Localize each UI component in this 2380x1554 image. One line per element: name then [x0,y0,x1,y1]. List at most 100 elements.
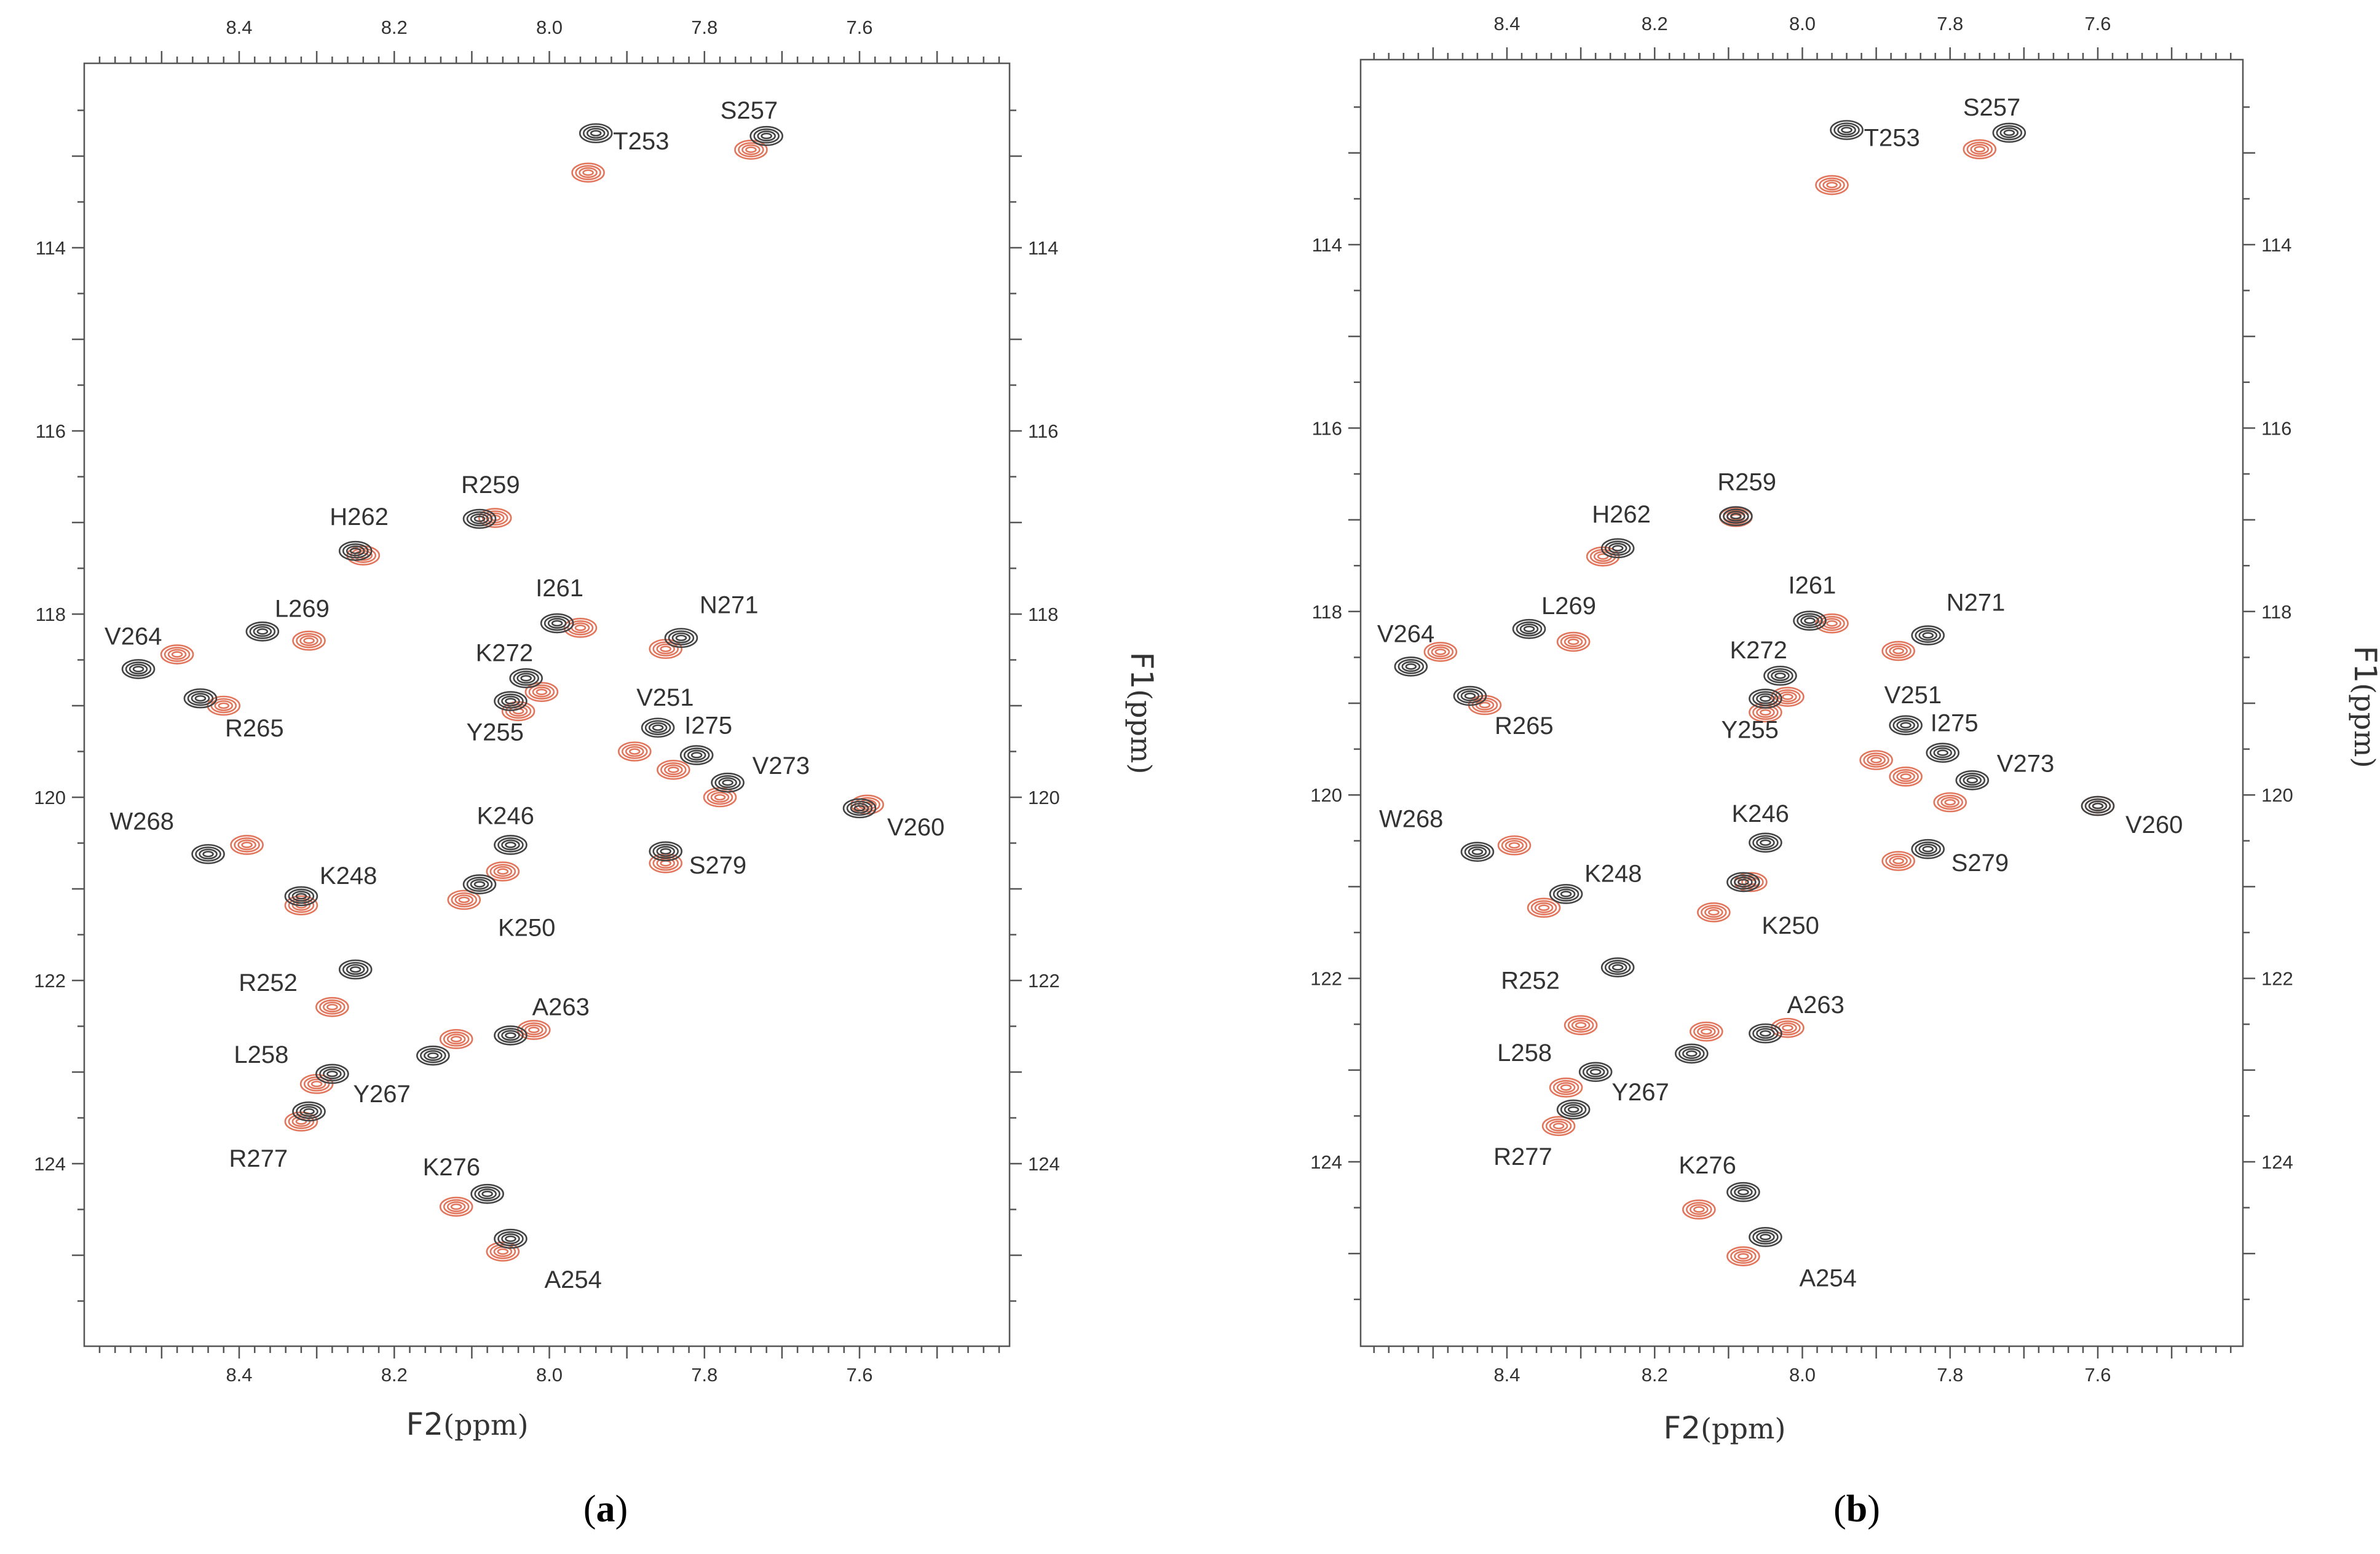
peak-label-K272: K272 [1730,637,1787,664]
peak-label-S279: S279 [1951,850,2009,877]
peak-reference-V260 [2081,795,2115,816]
peak-label-S279: S279 [689,852,746,879]
peak-reference-R265 [1453,685,1487,706]
peak-complex-I275 [1889,767,1923,787]
panel-caption: (b) [1833,1488,1880,1530]
x-axis-title-label: F2 [1664,1410,1701,1446]
peak-reference-V251 [1889,715,1923,736]
peak-label-K246: K246 [1731,800,1789,827]
peak-label-N271: N271 [1947,590,2006,617]
panel-caption-close: ) [615,1488,628,1530]
peak-label-V260: V260 [2125,811,2183,838]
peak-reference-A263 [1749,1023,1782,1044]
x-tick-label-top: 7.6 [2084,13,2111,34]
x-tick-label-bottom: 8.0 [1789,1364,1816,1386]
plot-frame [83,62,1011,1347]
peak-reference-A254 [1749,1227,1782,1247]
peak-complex-L269 [1556,631,1591,652]
peak-reference-R277 [292,1101,326,1122]
peak-complex-L269 [292,630,326,651]
y-tick-label-right: 114 [2261,234,2291,256]
peak-label-H262: H262 [330,503,389,530]
y-tick-label-left: 118 [1312,601,1342,623]
peak-reference-L258 [1578,1062,1613,1083]
peak-label-K250: K250 [1761,912,1819,939]
peak-reference-T253 [579,123,613,144]
peak-label-N271: N271 [700,592,759,619]
peak-label-R252: R252 [239,969,298,996]
peak-reference-S279 [649,841,682,862]
y-axis-title-label: F1 [1124,652,1160,690]
peak-reference-I275 [679,745,714,765]
y-tick-label-right: 122 [2261,968,2293,990]
peak-label-V273: V273 [753,752,810,779]
x-axis-title-unit: (ppm) [443,1408,528,1442]
y-tick-label-right: 124 [2261,1151,2293,1173]
peak-complex-W268 [230,835,264,855]
peak-complex-W268 [1497,835,1532,856]
peak-complex-N271 [1881,641,1915,661]
peak-reference-H262 [1600,538,1635,559]
peak-label-L258: L258 [234,1041,288,1068]
peak-label-T253: T253 [613,128,669,155]
y-axis-title: F1(ppm) [2347,646,2380,768]
peak-label-V251: V251 [1884,682,1942,709]
peak-complex-K272 [524,682,559,702]
peak-reference-V273 [1955,770,1990,791]
x-tick-label-top: 8.2 [1642,13,1668,34]
peak-reference-K272 [509,668,543,688]
x-tick-label-bottom: 7.8 [1937,1364,1963,1386]
peak-reference-R252 [1600,957,1635,977]
panel-caption-open: ( [583,1488,596,1530]
x-tick-label-top: 7.8 [691,17,718,38]
peak-complex-S279 [1881,851,1915,871]
x-tick-label-top: 8.4 [1493,13,1520,34]
peak-label-S257: S257 [1963,94,2020,121]
y-tick-label-left: 120 [34,787,66,808]
peak-reference-R259 [462,508,497,529]
y-tick-label-right: 118 [2261,601,2291,623]
peak-complex-R277 [1541,1116,1576,1137]
y-tick-label-right: 116 [2261,417,2291,439]
peak-label-V251: V251 [636,684,694,711]
peak-label-K248: K248 [320,862,377,889]
peak-complex-V251 [1859,750,1893,770]
peak-reference-V251 [641,717,675,738]
peak-complex-A263 [1771,1017,1805,1038]
peak-reference-Y255 [494,691,528,711]
peak-label-Y255: Y255 [466,719,523,746]
peak-complex-R252 [1564,1015,1598,1035]
peak-reference-N271 [1911,625,1945,645]
peak-reference-I275 [1926,743,1960,763]
peak-complex-Y267 [1690,1021,1723,1042]
peak-reference-Y267 [1675,1043,1709,1064]
x-axis: 8.4 8.4 8.2 8.2 8.0 8.0 7.8 7.8 7.6 7.6 [1373,13,2232,1386]
y-axis: 114 114 116 116 118 118 120 120 122 122 124 124 [34,109,1060,1302]
peak-complex-A254 [1726,1246,1760,1266]
peak-reference-L258 [315,1063,349,1084]
y-tick-label-left: 114 [36,237,66,259]
y-tick-label-left: 122 [1310,968,1342,990]
y-axis-title-unit: (ppm) [2348,683,2380,768]
peak-reference-V264 [121,659,156,679]
peak-reference-I261 [1793,610,1827,631]
x-tick-label-bottom: 8.0 [536,1364,563,1386]
peak-complex-V264 [1423,642,1458,662]
peak-label-A263: A263 [1787,992,1844,1019]
peak-label-K248: K248 [1584,860,1642,887]
peak-complex-V264 [160,644,194,665]
peak-reference-W268 [191,844,225,864]
x-tick-label-bottom: 8.4 [1493,1364,1520,1386]
y-axis-title: F1(ppm) [1124,652,1160,775]
peak-reference-K250 [462,874,497,894]
peak-complex-K248 [1527,897,1561,918]
peak-label-I261: I261 [536,575,583,602]
peak-reference-Y255 [1749,688,1782,709]
peak-label-K246: K246 [476,802,534,829]
peak-complex-I261 [1815,613,1849,634]
x-axis-title-label: F2 [406,1406,444,1442]
peak-reference-K248 [284,886,318,907]
peak-reference-K246 [1749,832,1782,853]
x-axis-title: F2(ppm) [1664,1410,1786,1446]
